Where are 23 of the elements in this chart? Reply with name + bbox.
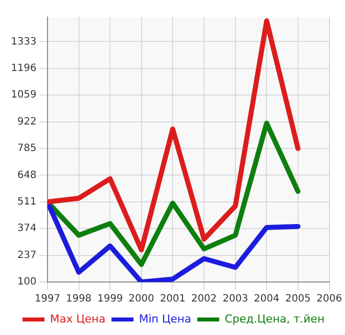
x-tick-label: 1997 [34, 294, 60, 305]
x-tick-label: 2005 [285, 294, 311, 305]
x-tick-label: 1998 [66, 294, 92, 305]
legend-label: Сред.Цена, т.йен [224, 312, 325, 326]
x-tick-label: 2004 [254, 294, 280, 305]
x-tick-label: 2003 [222, 294, 248, 305]
x-tick-label: 2001 [160, 294, 186, 305]
x-tick-label: 2000 [128, 294, 154, 305]
x-tick-label: 2002 [191, 294, 217, 305]
legend-label: Max Цена [50, 312, 106, 326]
y-tick-label: 785 [17, 143, 36, 154]
y-tick-label: 100 [17, 276, 36, 288]
y-tick-label: 1333 [10, 36, 36, 48]
y-tick-label: 1059 [10, 90, 36, 101]
y-tick-label: 511 [17, 196, 36, 208]
x-tick-label: 2006 [316, 294, 342, 305]
y-tick-label: 922 [17, 116, 36, 128]
y-tick-label: 648 [17, 170, 36, 181]
y-tick-label: 237 [17, 250, 36, 261]
y-tick-label: 374 [17, 223, 36, 234]
y-tick-label: 1196 [10, 63, 36, 74]
x-tick-label: 1999 [97, 294, 123, 305]
legend-label: Min Цена [138, 312, 192, 326]
